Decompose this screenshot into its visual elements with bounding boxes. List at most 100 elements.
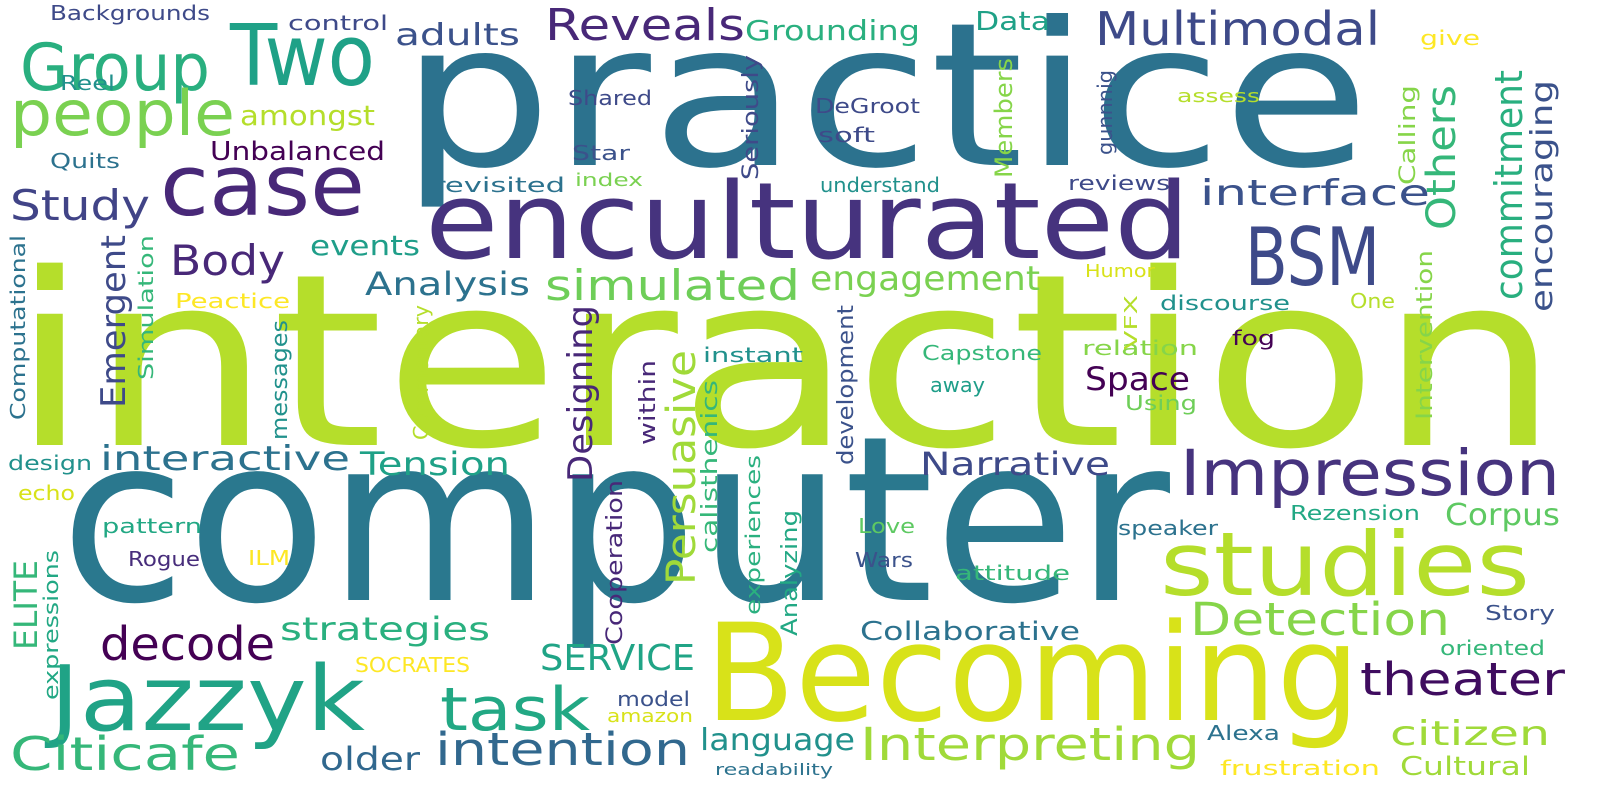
word: Wars xyxy=(855,548,913,572)
word: Designing xyxy=(561,305,601,482)
word: interactive xyxy=(100,439,350,479)
word: development xyxy=(834,305,859,465)
word: Intervention xyxy=(1413,250,1438,420)
word: One xyxy=(1350,289,1395,313)
word: Computational xyxy=(6,235,30,420)
word: Group xyxy=(20,31,210,106)
word: adults xyxy=(395,18,520,53)
word: Grounding xyxy=(745,14,920,47)
word: events xyxy=(310,229,420,262)
word: Citicafe xyxy=(10,727,240,781)
word: ILM xyxy=(248,546,290,570)
word: Collaborative xyxy=(860,617,1080,647)
word: Persuasive xyxy=(659,350,705,585)
word: strategies xyxy=(280,610,490,648)
word: Alexa xyxy=(1207,721,1280,745)
word: Cultural xyxy=(1400,752,1530,782)
word: Humor xyxy=(1085,261,1156,282)
word: Space xyxy=(1085,360,1190,398)
word: computer xyxy=(60,388,1170,655)
word: relation xyxy=(1082,336,1198,360)
word: soft xyxy=(818,123,875,147)
word: SOCRATES xyxy=(355,653,470,677)
word: echo xyxy=(18,481,75,505)
word: language xyxy=(700,723,855,758)
word: Becoming xyxy=(705,595,1360,752)
word: practice xyxy=(400,0,1370,213)
word: Data xyxy=(975,7,1050,37)
word: pattern xyxy=(102,514,202,538)
word: gunnnig xyxy=(1093,70,1117,155)
word: simulated xyxy=(545,261,800,310)
word: fog xyxy=(1232,326,1275,350)
word: model xyxy=(617,687,690,711)
word: attitude xyxy=(955,561,1070,585)
word: Interpreting xyxy=(860,718,1200,771)
word: VFX xyxy=(1121,295,1142,350)
word: enculturated xyxy=(425,160,1190,283)
word: case xyxy=(160,137,365,236)
word: reviews xyxy=(1068,171,1170,195)
word: Tension xyxy=(359,445,510,483)
word: intention xyxy=(435,723,690,776)
word: understand xyxy=(820,173,940,197)
word: Detection xyxy=(1190,593,1450,646)
word: Commentary xyxy=(409,305,433,440)
word: readability xyxy=(715,760,833,779)
word: experiences xyxy=(741,455,765,615)
word: interaction xyxy=(10,222,1560,502)
word: ELITE xyxy=(7,560,45,650)
word: Reel xyxy=(60,71,115,95)
word: citizen xyxy=(1390,714,1550,754)
word: oriented xyxy=(1440,636,1545,660)
word: studies xyxy=(1160,513,1530,616)
word: amongst xyxy=(240,99,375,132)
word: engagement xyxy=(810,259,1040,299)
word: Star xyxy=(572,141,631,165)
word: Peactice xyxy=(175,289,290,313)
word: Analysis xyxy=(365,265,530,303)
word: Seriously xyxy=(739,55,764,180)
word: speaker xyxy=(1118,516,1219,540)
word: Body xyxy=(170,236,285,285)
word: Impression xyxy=(1180,437,1560,510)
word: Simulation xyxy=(134,235,158,380)
word: Rezension xyxy=(1290,501,1420,525)
word: revisited xyxy=(433,173,565,197)
word: Multimodal xyxy=(1095,2,1380,56)
word: discourse xyxy=(1160,291,1290,315)
word: Shared xyxy=(568,86,652,110)
word: task xyxy=(440,675,590,745)
word: assess xyxy=(1177,86,1260,107)
word: messages xyxy=(268,320,293,440)
word: instant xyxy=(703,343,803,367)
word: Quits xyxy=(50,149,120,173)
word: Reveals xyxy=(545,0,745,51)
word: Narrative xyxy=(920,445,1110,483)
word: give xyxy=(1420,26,1480,50)
word: control xyxy=(288,11,388,35)
word: Corpus xyxy=(1445,498,1560,533)
word: Backgrounds xyxy=(50,1,210,25)
word: Others xyxy=(1419,85,1465,230)
word: decode xyxy=(100,617,275,671)
word: Members xyxy=(990,58,1018,178)
word: Story xyxy=(1485,601,1555,625)
word: DeGroot xyxy=(815,94,920,118)
word: Cooperation xyxy=(603,480,628,645)
word: commitment xyxy=(1487,70,1531,300)
word: people xyxy=(10,77,235,150)
word: expressions xyxy=(39,550,63,700)
word: Calling xyxy=(1396,85,1421,185)
word: amazon xyxy=(607,706,693,727)
word: theater xyxy=(1360,653,1566,706)
word: Two xyxy=(229,7,375,106)
word: Rogue xyxy=(128,547,200,571)
word: Unbalanced xyxy=(210,137,385,167)
word: Analyzing xyxy=(778,510,803,636)
word: BSM xyxy=(1245,211,1380,304)
word: Study xyxy=(10,181,150,230)
word: Emergent xyxy=(94,235,134,408)
word: Jazzyk xyxy=(44,647,365,752)
